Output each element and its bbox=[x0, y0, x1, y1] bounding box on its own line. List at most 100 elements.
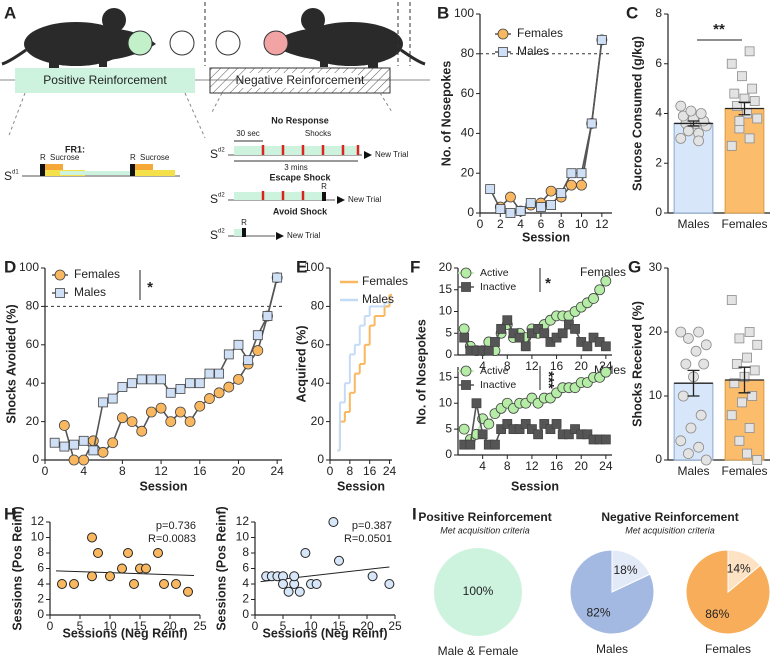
pie-caption: Females bbox=[705, 642, 751, 656]
data-point bbox=[283, 586, 294, 597]
event: Sucrose bbox=[140, 153, 170, 162]
data-point bbox=[744, 46, 755, 57]
data-point bbox=[683, 332, 694, 344]
data-point bbox=[214, 368, 225, 379]
x-tick-label: 0 bbox=[477, 217, 484, 231]
data-point bbox=[136, 374, 147, 385]
x-tick-label: 12 bbox=[154, 464, 168, 478]
data-point bbox=[685, 105, 697, 117]
panel-letter: C bbox=[626, 3, 638, 22]
data-point bbox=[734, 116, 745, 126]
data-point bbox=[695, 108, 707, 119]
x-tick-label: 4 bbox=[517, 217, 524, 231]
y-tick-label: 40 bbox=[461, 126, 475, 140]
legend-marker bbox=[461, 380, 471, 390]
data-point bbox=[165, 416, 177, 428]
x-axis-label: Session bbox=[511, 479, 559, 493]
data-point bbox=[527, 424, 537, 435]
x-tick-label: 8 bbox=[504, 359, 511, 373]
x-tick-label: 6 bbox=[538, 217, 545, 231]
data-point bbox=[570, 424, 580, 435]
data-point bbox=[675, 326, 687, 338]
x-tick-label: Males bbox=[677, 217, 709, 231]
x-tick-label: 15 bbox=[332, 619, 346, 633]
legend-marker bbox=[498, 47, 508, 57]
data-point bbox=[693, 441, 704, 453]
data-point bbox=[123, 548, 133, 558]
stimulus-sup: d2 bbox=[218, 193, 225, 199]
y-tick-label: 20 bbox=[439, 260, 453, 274]
x-tick-label: 16 bbox=[550, 459, 564, 473]
x-tick-label: 0 bbox=[327, 464, 334, 478]
event: Sucrose bbox=[50, 153, 80, 162]
data-point bbox=[57, 579, 67, 589]
data-point bbox=[87, 435, 99, 447]
stimulus-sup: d1 bbox=[12, 170, 19, 176]
data-point bbox=[726, 295, 737, 305]
y-tick-label: 100 bbox=[19, 260, 39, 274]
data-point bbox=[58, 420, 70, 431]
y-tick-label: 40 bbox=[311, 375, 325, 389]
y-tick-label: 15 bbox=[439, 282, 453, 296]
pie-subtitle: Met acquisition criteria bbox=[625, 525, 715, 535]
data-point bbox=[539, 328, 550, 339]
x-tick-label: 10 bbox=[103, 619, 117, 633]
pie-value-label: 86% bbox=[705, 607, 729, 621]
y-tick-label: 30 bbox=[649, 260, 663, 274]
protocol-label: FR1: bbox=[65, 144, 85, 154]
x-tick-label: 12 bbox=[525, 359, 539, 373]
data-point bbox=[68, 454, 80, 466]
data-point bbox=[566, 168, 577, 179]
x-tick-label: 24 bbox=[270, 464, 284, 478]
data-point bbox=[545, 185, 557, 197]
trial-end: New Trial bbox=[375, 150, 409, 159]
data-point bbox=[93, 548, 103, 558]
pie-subtitle: Met acquisition criteria bbox=[440, 525, 530, 535]
x-axis-label: Session bbox=[522, 230, 570, 244]
x-axis-label: Session bbox=[337, 479, 385, 493]
legend-marker bbox=[54, 269, 66, 281]
data-point bbox=[87, 532, 97, 543]
pie-caption: Male & Female bbox=[438, 644, 519, 658]
y-tick-label: 10 bbox=[439, 395, 453, 409]
y-tick-label: 0 bbox=[37, 607, 44, 621]
x-tick-label: 20 bbox=[575, 459, 589, 473]
event: R bbox=[40, 153, 46, 162]
y-axis-label: Shocks Received (%) bbox=[630, 301, 644, 427]
y-tick-label: 20 bbox=[311, 414, 325, 428]
event: 30 sec bbox=[236, 129, 260, 138]
data-point bbox=[505, 208, 516, 218]
data-point bbox=[693, 135, 704, 147]
box-label: Positive Reinforcement bbox=[43, 73, 167, 87]
y-tick-label: 10 bbox=[236, 530, 250, 544]
data-point bbox=[194, 400, 206, 412]
data-point bbox=[477, 429, 488, 440]
data-point bbox=[165, 387, 176, 398]
data-point bbox=[600, 366, 612, 378]
x-axis-label: Sessions (Neg Reinf) bbox=[62, 626, 187, 640]
data-point bbox=[685, 422, 697, 434]
data-point bbox=[78, 454, 90, 466]
legend-marker bbox=[461, 282, 471, 292]
y-tick-label: 0 bbox=[32, 452, 39, 466]
data-point bbox=[117, 382, 128, 392]
y-tick-label: 100 bbox=[454, 6, 474, 20]
data-point bbox=[87, 571, 97, 582]
data-point bbox=[551, 419, 562, 429]
data-point bbox=[146, 406, 157, 418]
annotation: * bbox=[545, 275, 551, 292]
event: R bbox=[321, 182, 327, 191]
trial-title: Escape Shock bbox=[269, 172, 331, 182]
y-tick-label: 0 bbox=[655, 205, 662, 219]
stimulus-sup: d2 bbox=[218, 229, 225, 235]
data-point bbox=[546, 200, 556, 210]
y-tick-label: 2 bbox=[242, 592, 249, 606]
data-point bbox=[693, 326, 704, 338]
data-point bbox=[49, 437, 60, 448]
y-tick-label: 20 bbox=[461, 165, 475, 179]
data-point bbox=[729, 88, 740, 99]
x-tick-label: 2 bbox=[497, 217, 504, 231]
data-point bbox=[146, 374, 157, 385]
data-point bbox=[294, 586, 305, 597]
panel-letter: I bbox=[412, 504, 417, 523]
